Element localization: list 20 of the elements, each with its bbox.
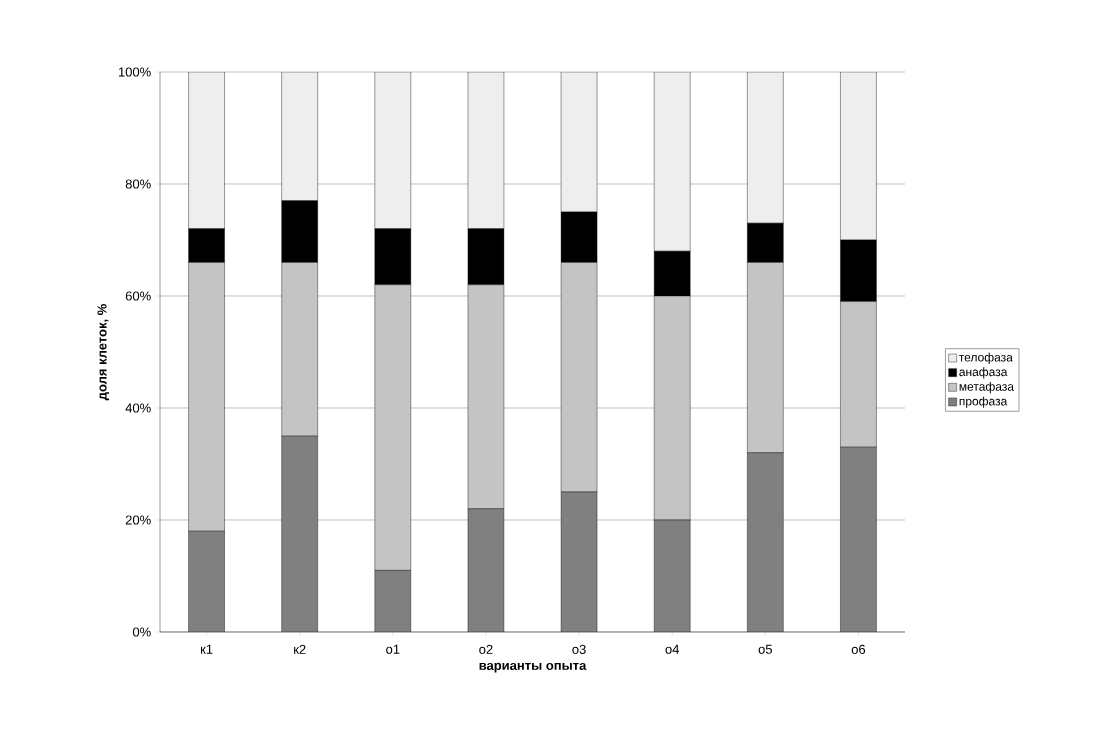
y-tick-label: 80% — [125, 179, 151, 189]
x-tick-label: о5 — [758, 644, 772, 654]
y-tick-label: 0% — [132, 627, 151, 637]
y-tick-label: 60% — [125, 291, 151, 301]
x-tick-label: к1 — [200, 644, 213, 654]
y-tick-label: 40% — [125, 403, 151, 413]
x-tick-label: о4 — [665, 644, 680, 654]
x-axis-title: варианты опыта — [479, 662, 587, 673]
legend-label: метафаза — [959, 382, 1014, 394]
y-axis-title: доля клеток, % — [97, 304, 110, 401]
y-tick-label: 100% — [118, 67, 151, 77]
legend-label: телофаза — [959, 352, 1013, 364]
x-tick-label: к2 — [294, 644, 306, 654]
x-tick-label: о6 — [851, 644, 866, 654]
legend-label: анафаза — [959, 367, 1008, 379]
x-tick-label: о2 — [479, 644, 493, 654]
x-tick-label: о1 — [386, 644, 400, 654]
legend-label: профаза — [959, 396, 1008, 408]
x-tick-label: о3 — [572, 644, 586, 654]
y-tick-label: 20% — [125, 515, 151, 525]
